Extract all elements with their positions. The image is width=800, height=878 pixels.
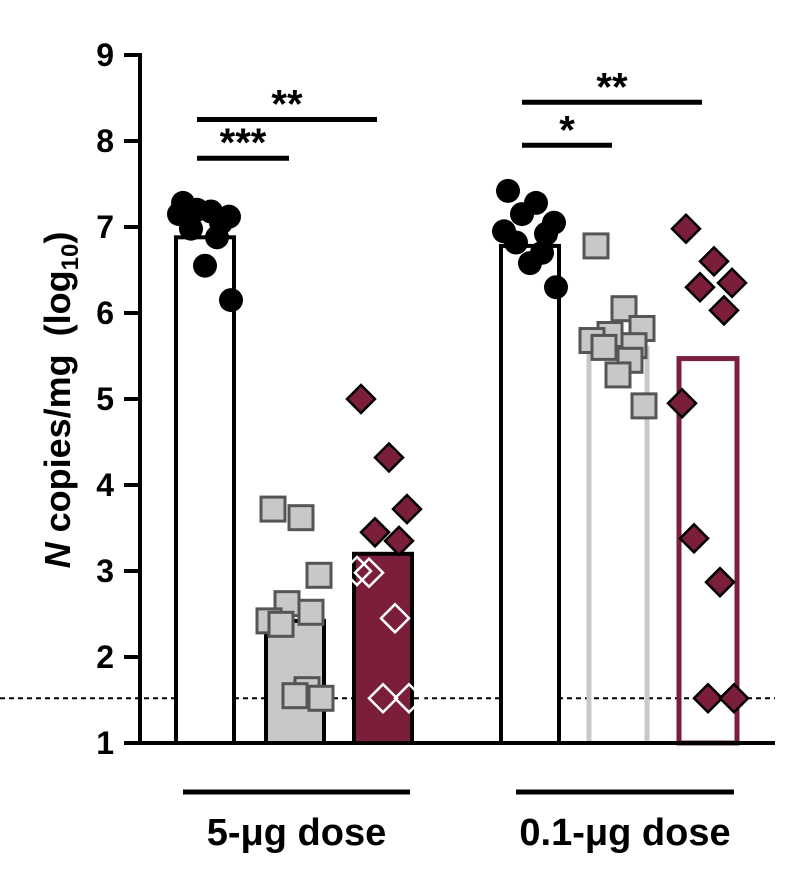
data-point-circle: [518, 251, 542, 276]
data-point-circle: [185, 197, 209, 222]
data-point-circle: [510, 202, 534, 227]
data-point-square: [281, 682, 309, 710]
y-tick-label: 3: [96, 553, 114, 589]
data-point-diamond: [704, 566, 736, 598]
points-layer: [167, 178, 750, 715]
data-point-diamond: [698, 245, 730, 278]
significance-layer: ********: [197, 65, 702, 165]
y-tick-label: 6: [96, 295, 114, 331]
data-point-square: [630, 392, 658, 420]
data-point-diamond: [383, 525, 415, 557]
data-point-circle: [496, 178, 520, 203]
data-point-diamond: [341, 555, 373, 587]
y-tick-label: 1: [96, 725, 114, 761]
group-layer: 5-μg dose 0.1-μg dose: [183, 789, 734, 854]
data-point-circle: [205, 225, 229, 250]
data-point-square: [307, 684, 335, 712]
y-tick-label: 2: [96, 639, 114, 675]
significance-label: **: [271, 83, 303, 127]
y-tick-label: 8: [96, 123, 114, 159]
significance-label: **: [596, 65, 628, 109]
data-point-square: [259, 495, 287, 523]
data-point-circle: [219, 288, 243, 313]
data-point-diamond: [379, 602, 411, 635]
bars-layer: [174, 235, 740, 746]
data-point-circle: [179, 216, 203, 241]
data-point-circle: [534, 221, 558, 246]
bar: [174, 235, 236, 745]
data-point-diamond: [708, 294, 740, 327]
data-point-square: [582, 232, 610, 260]
significance-label: *: [559, 108, 575, 152]
data-point-diamond: [353, 556, 385, 589]
data-point-diamond: [670, 212, 702, 245]
data-point-diamond: [678, 522, 710, 555]
data-point-diamond: [716, 267, 748, 299]
data-point-square: [267, 610, 295, 638]
y-axis-title: N copies/mg (log10): [37, 232, 84, 569]
data-point-circle: [504, 230, 528, 255]
data-point-circle: [544, 275, 568, 300]
bar: [499, 243, 561, 745]
data-point-diamond: [393, 682, 425, 715]
data-point-diamond: [391, 493, 423, 525]
data-point-square: [305, 561, 333, 589]
data-point-diamond: [666, 387, 698, 420]
data-point-diamond: [692, 682, 724, 715]
y-axis-title-italic: N: [37, 541, 78, 568]
y-axis-title-main: copies/mg: [37, 354, 78, 542]
y-axis-title-log-sub: 10: [57, 244, 84, 271]
data-point-diamond: [359, 516, 391, 549]
axis-layer: 1 2 3 4 5 6 7 8 9: [96, 37, 775, 761]
data-point-circle: [193, 253, 217, 278]
data-point-diamond: [367, 682, 399, 715]
y-tick-label: 7: [96, 209, 114, 245]
group-label: 5-μg dose: [207, 812, 387, 854]
data-point-diamond: [373, 441, 405, 474]
y-axis-title-log-close: ): [37, 232, 78, 244]
data-point-square: [604, 361, 632, 389]
data-point-diamond: [718, 682, 750, 715]
data-point-square: [590, 333, 618, 361]
y-tick-label: 5: [96, 381, 114, 417]
data-point-diamond: [684, 271, 716, 303]
y-axis-title-log: (log: [37, 270, 78, 336]
data-point-square: [287, 504, 315, 532]
group-label: 0.1-μg dose: [519, 812, 730, 854]
data-point-square: [297, 598, 325, 626]
data-point-diamond: [345, 383, 377, 415]
significance-label: ***: [220, 121, 267, 165]
y-tick-label: 9: [96, 37, 114, 73]
y-tick-label: 4: [96, 467, 114, 503]
